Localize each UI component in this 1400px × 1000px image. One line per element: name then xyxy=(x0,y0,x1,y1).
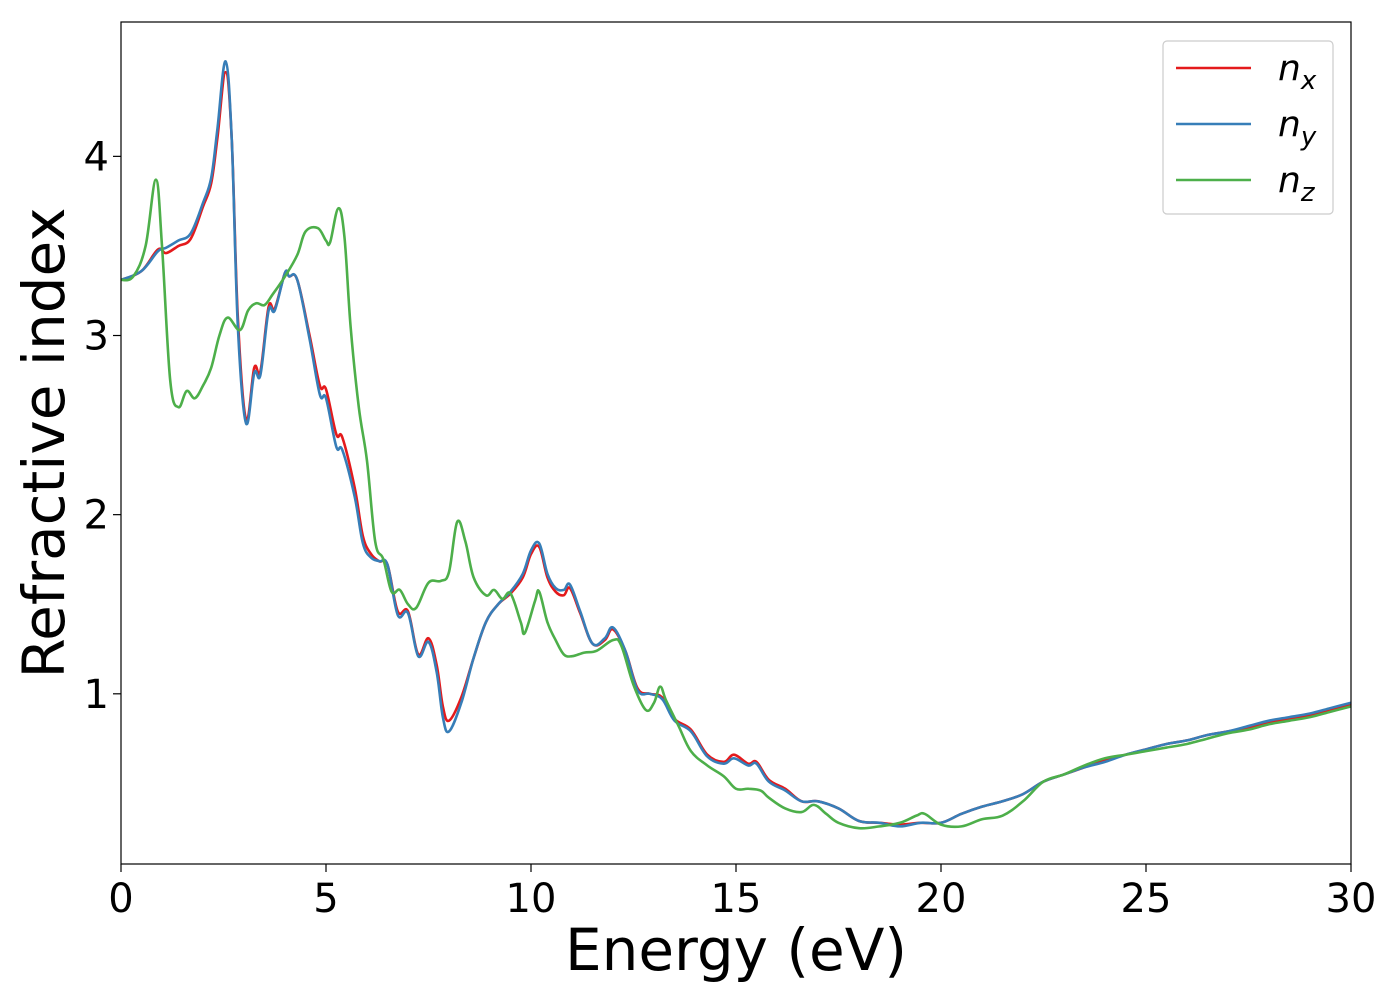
y-tick-label: 2 xyxy=(84,493,109,539)
y-tick-label: 3 xyxy=(84,314,109,360)
x-tick-label: 15 xyxy=(711,876,762,922)
legend-label: ny xyxy=(1278,104,1317,152)
series-nz-line xyxy=(121,178,1351,830)
x-tick-label: 5 xyxy=(313,876,338,922)
y-axis: 1 2 3 4 xyxy=(84,134,121,718)
legend: nx ny nz xyxy=(1162,40,1334,215)
x-tick-label: 25 xyxy=(1121,876,1172,922)
legend-entry-nx: nx xyxy=(1176,48,1317,96)
legend-entry-nz: nz xyxy=(1176,160,1316,208)
series-ny-line xyxy=(121,60,1351,828)
legend-label: nz xyxy=(1278,160,1316,208)
x-axis-label: Energy (eV) xyxy=(565,916,907,984)
x-tick-label: 20 xyxy=(916,876,967,922)
x-tick-label: 0 xyxy=(108,876,133,922)
series-layer xyxy=(121,60,1351,830)
legend-label: nx xyxy=(1278,48,1317,96)
y-tick-label: 1 xyxy=(84,672,109,718)
x-tick-label: 10 xyxy=(506,876,557,922)
y-tick-label: 4 xyxy=(84,134,109,180)
x-tick-label: 30 xyxy=(1326,876,1377,922)
y-axis-label: Refractive index xyxy=(10,207,78,678)
legend-entry-ny: ny xyxy=(1176,104,1317,152)
x-axis: 0 5 10 15 20 25 30 xyxy=(108,864,1376,922)
legend-box xyxy=(1162,40,1334,215)
